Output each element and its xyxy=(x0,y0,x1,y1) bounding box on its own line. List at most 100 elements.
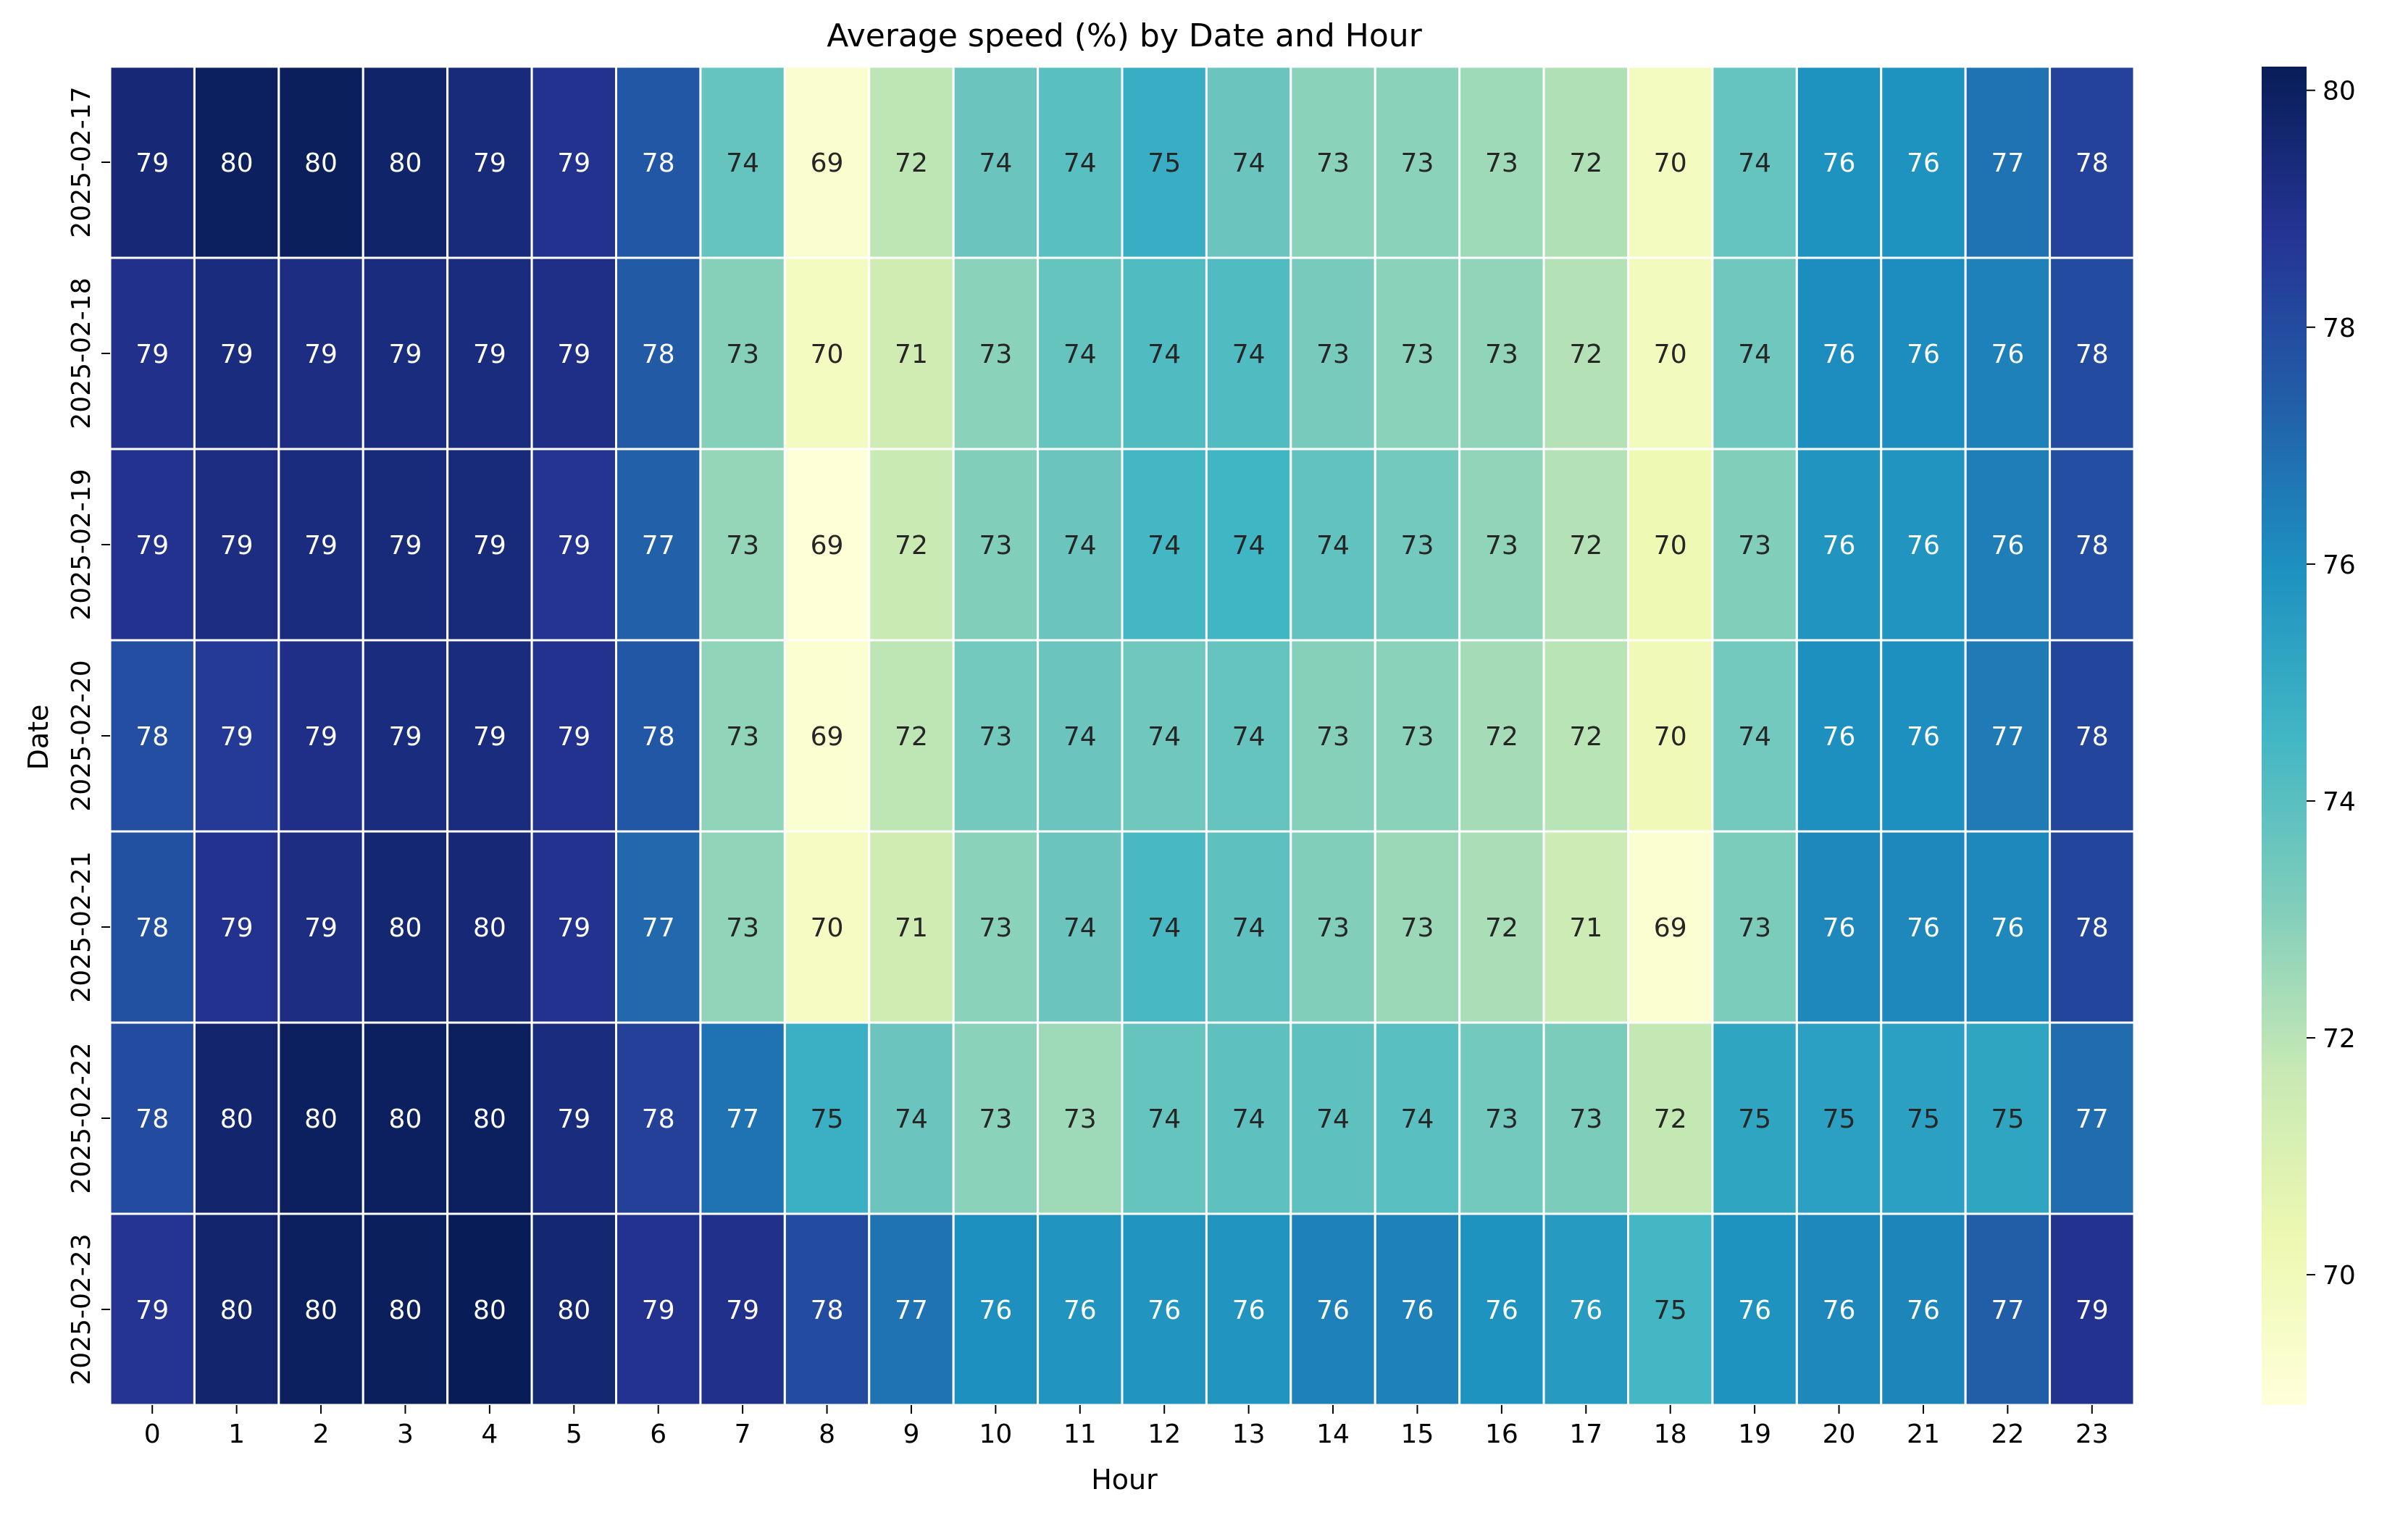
cell-value-label: 70 xyxy=(1654,531,1687,561)
cell-value-label: 74 xyxy=(726,148,759,178)
heatmap-cell xyxy=(193,1021,280,1215)
cell-value-label: 77 xyxy=(1991,148,2024,178)
cell-value-label: 76 xyxy=(1991,913,2024,943)
y-tick-label: 2025-02-19 xyxy=(67,469,96,620)
heatmap-cell xyxy=(615,1021,702,1215)
heatmap-cell xyxy=(1205,830,1292,1024)
heatmap-cell xyxy=(699,1021,786,1215)
colorbar-tick-label: 78 xyxy=(2323,314,2356,343)
cell-value-label: 79 xyxy=(726,1296,759,1325)
cell-value-label: 74 xyxy=(1232,913,1266,943)
cell-value-label: 76 xyxy=(1907,1296,1940,1325)
heatmap-cell xyxy=(109,65,196,259)
heatmap-cell xyxy=(2049,256,2136,450)
heatmap-cell xyxy=(1374,448,1461,642)
cell-value-label: 79 xyxy=(389,531,422,561)
cell-value-label: 73 xyxy=(1401,148,1434,178)
colorbar-ticks: 70 72 74 76 78 80 xyxy=(2307,77,2356,1291)
cell-value-label: 73 xyxy=(979,722,1012,752)
heatmap-cell xyxy=(1205,65,1292,259)
heatmap-cell xyxy=(530,1021,617,1215)
colorbar-tick-label: 76 xyxy=(2323,550,2356,580)
cell-value-label: 80 xyxy=(220,1104,254,1134)
cell-value-label: 73 xyxy=(1316,913,1350,943)
cell-value-label: 75 xyxy=(1654,1296,1687,1325)
cell-value-label: 73 xyxy=(1316,722,1350,752)
cell-value-label: 79 xyxy=(557,1104,590,1134)
heatmap-cell xyxy=(1037,1021,1124,1215)
x-tick-label: 0 xyxy=(144,1420,161,1449)
heatmap-cell xyxy=(277,1212,364,1406)
cell-value-label: 72 xyxy=(1569,531,1602,561)
heatmap-cell xyxy=(193,1212,280,1406)
heatmap-cell xyxy=(868,65,955,259)
cell-value-label: 74 xyxy=(1232,148,1266,178)
heatmap-cell xyxy=(277,830,364,1024)
heatmap-cell xyxy=(1374,256,1461,450)
x-tick-label: 16 xyxy=(1485,1420,1518,1449)
cell-value-label: 78 xyxy=(135,1104,169,1134)
cell-value-label: 77 xyxy=(895,1296,928,1325)
y-tick-label: 2025-02-23 xyxy=(67,1233,96,1385)
cell-value-label: 79 xyxy=(304,531,338,561)
cell-value-label: 80 xyxy=(473,1104,506,1134)
cell-value-label: 79 xyxy=(389,340,422,369)
x-tick-label: 12 xyxy=(1147,1420,1181,1449)
cell-value-label: 79 xyxy=(2075,1296,2109,1325)
cell-value-label: 74 xyxy=(1232,1104,1266,1134)
cell-value-label: 76 xyxy=(1823,913,1856,943)
cell-value-label: 77 xyxy=(726,1104,759,1134)
cell-value-label: 76 xyxy=(979,1296,1012,1325)
cell-value-label: 73 xyxy=(726,531,759,561)
cell-value-label: 76 xyxy=(1907,340,1940,369)
x-tick-label: 10 xyxy=(979,1420,1012,1449)
cell-value-label: 79 xyxy=(557,722,590,752)
heatmap-cell xyxy=(1795,448,1883,642)
heatmap-cell xyxy=(1121,1212,1208,1406)
cell-value-label: 73 xyxy=(979,531,1012,561)
cell-value-label: 76 xyxy=(1401,1296,1434,1325)
x-tick-label: 19 xyxy=(1738,1420,1771,1449)
cell-value-label: 77 xyxy=(642,531,675,561)
y-tick-label: 2025-02-20 xyxy=(67,660,96,811)
heatmap-cell xyxy=(1627,1212,1714,1406)
heatmap-cell xyxy=(1627,256,1714,450)
heatmap-cell xyxy=(530,639,617,833)
cell-value-label: 76 xyxy=(1823,531,1856,561)
heatmap-cell xyxy=(361,256,449,450)
heatmap-cell xyxy=(109,1212,196,1406)
heatmap-cell xyxy=(1880,256,1967,450)
heatmap-cell xyxy=(1374,65,1461,259)
cell-value-label: 76 xyxy=(1569,1296,1602,1325)
heatmap-cell xyxy=(1289,1021,1376,1215)
heatmap-cell xyxy=(1795,256,1883,450)
heatmap-cell xyxy=(615,1212,702,1406)
heatmap-cell xyxy=(1037,256,1124,450)
heatmap-cell xyxy=(1374,1212,1461,1406)
heatmap-cell xyxy=(1542,1021,1629,1215)
heatmap-cell xyxy=(1121,448,1208,642)
cell-value-label: 79 xyxy=(135,148,169,178)
heatmap-cell xyxy=(446,448,533,642)
cell-value-label: 78 xyxy=(2075,531,2109,561)
x-tick-label: 11 xyxy=(1063,1420,1097,1449)
cell-value-label: 73 xyxy=(1569,1104,1602,1134)
heatmap-cell xyxy=(193,448,280,642)
cell-value-label: 74 xyxy=(1147,913,1181,943)
x-axis-label: Hour xyxy=(1091,1464,1158,1496)
heatmap-cell xyxy=(1289,256,1376,450)
cell-value-label: 74 xyxy=(1232,722,1266,752)
heatmap-cell xyxy=(1121,639,1208,833)
cell-value-label: 78 xyxy=(811,1296,844,1325)
cell-value-label: 79 xyxy=(557,531,590,561)
heatmap-cell xyxy=(277,256,364,450)
heatmap-cell xyxy=(109,830,196,1024)
cell-value-label: 80 xyxy=(389,1296,422,1325)
cell-value-label: 76 xyxy=(1907,913,1940,943)
heatmap-cell xyxy=(1711,65,1798,259)
cell-value-label: 74 xyxy=(1738,340,1771,369)
cell-value-label: 79 xyxy=(135,531,169,561)
heatmap-cell xyxy=(699,830,786,1024)
y-axis-label: Date xyxy=(22,705,54,771)
x-tick-label: 7 xyxy=(735,1420,751,1449)
